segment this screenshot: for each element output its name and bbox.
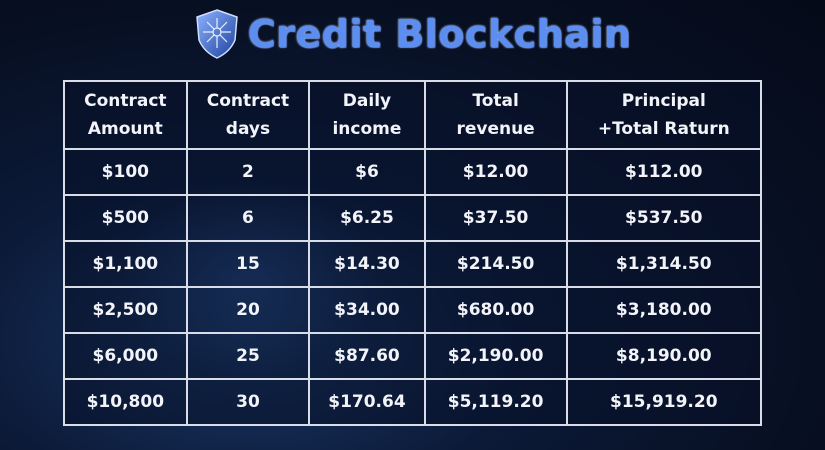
table-cell: $500 <box>63 194 188 242</box>
table-cell: $87.60 <box>308 332 426 380</box>
table-row: $10,800 30 $170.64 $5,119.20 $15,919.20 <box>63 378 763 426</box>
table-cell: $3,180.00 <box>565 286 763 334</box>
table-row: $100 2 $6 $12.00 $112.00 <box>63 148 763 196</box>
table-cell: $15,919.20 <box>565 378 763 426</box>
table-cell: $2,190.00 <box>423 332 568 380</box>
column-header: Contract Amount <box>63 80 188 150</box>
table-cell: $34.00 <box>308 286 426 334</box>
table-cell: $12.00 <box>423 148 568 196</box>
page-title: Credit Blockchain <box>247 12 632 56</box>
column-header-line: +Total Raturn <box>597 119 730 139</box>
table-cell: $537.50 <box>565 194 763 242</box>
table-cell: 25 <box>185 332 311 380</box>
table-cell: $112.00 <box>565 148 763 196</box>
column-header: Contract days <box>185 80 311 150</box>
table-cell: 30 <box>185 378 311 426</box>
column-header-line: Total <box>472 91 519 111</box>
table-header-row: Contract Amount Contract days Daily income Tot… <box>63 80 763 150</box>
table-cell: $100 <box>63 148 188 196</box>
table-cell: $214.50 <box>423 240 568 288</box>
column-header-line: Contract <box>206 91 290 111</box>
column-header-line: revenue <box>456 119 535 139</box>
contract-table: Contract Amount Contract days Daily income Tot… <box>63 80 763 426</box>
table-cell: $6 <box>308 148 426 196</box>
table-cell: 20 <box>185 286 311 334</box>
column-header-line: Amount <box>87 119 163 139</box>
page-header: Credit Blockchain <box>0 8 825 60</box>
table-cell: $6,000 <box>63 332 188 380</box>
table-cell: $8,190.00 <box>565 332 763 380</box>
table-cell: $1,314.50 <box>565 240 763 288</box>
table-cell: 15 <box>185 240 311 288</box>
column-header-line: days <box>225 119 271 139</box>
column-header-line: income <box>332 119 402 139</box>
table-cell: $10,800 <box>63 378 188 426</box>
table-cell: $2,500 <box>63 286 188 334</box>
table-cell: $14.30 <box>308 240 426 288</box>
table-cell: $5,119.20 <box>423 378 568 426</box>
table-cell: 2 <box>185 148 311 196</box>
column-header-line: Principal <box>621 91 706 111</box>
table-row: $500 6 $6.25 $37.50 $537.50 <box>63 194 763 242</box>
table-cell: $37.50 <box>423 194 568 242</box>
table-cell: $680.00 <box>423 286 568 334</box>
table-row: $1,100 15 $14.30 $214.50 $1,314.50 <box>63 240 763 288</box>
column-header-line: Daily <box>342 91 392 111</box>
column-header: Daily income <box>308 80 426 150</box>
table-cell: 6 <box>185 194 311 242</box>
table-row: $2,500 20 $34.00 $680.00 $3,180.00 <box>63 286 763 334</box>
table-row: $6,000 25 $87.60 $2,190.00 $8,190.00 <box>63 332 763 380</box>
shield-circuit-icon <box>195 9 238 59</box>
table-cell: $170.64 <box>308 378 426 426</box>
column-header: Principal +Total Raturn <box>565 80 763 150</box>
column-header-line: Contract <box>84 91 167 111</box>
column-header: Total revenue <box>423 80 568 150</box>
table-cell: $6.25 <box>308 194 426 242</box>
table-cell: $1,100 <box>63 240 188 288</box>
